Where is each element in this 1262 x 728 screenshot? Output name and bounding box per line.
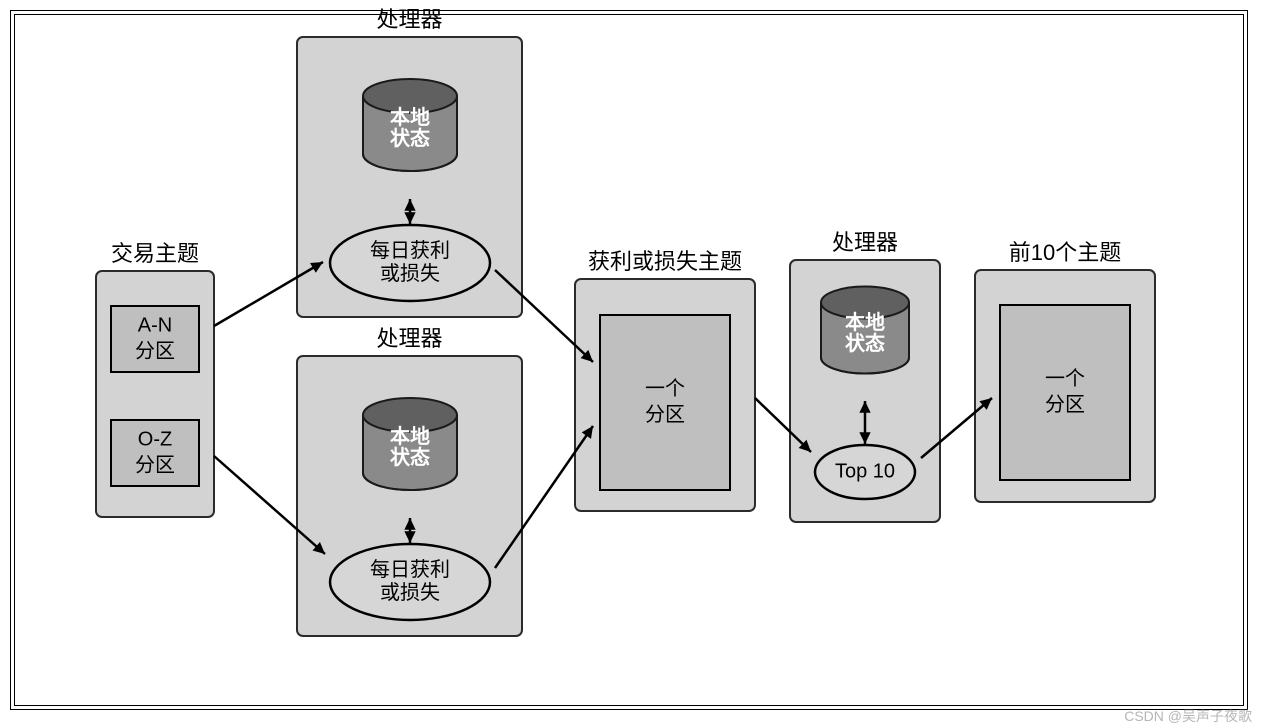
svg-text:获利或损失主题: 获利或损失主题 — [588, 249, 742, 274]
svg-text:分区: 分区 — [645, 403, 685, 426]
svg-text:本地: 本地 — [845, 311, 885, 334]
diagram-svg: 交易主题A-N分区O-Z分区处理器本地状态每日获利或损失处理器本地状态每日获利或… — [0, 0, 1262, 728]
svg-text:分区: 分区 — [135, 453, 175, 476]
svg-text:处理器: 处理器 — [376, 326, 442, 351]
svg-text:一个: 一个 — [645, 377, 685, 400]
svg-text:或损失: 或损失 — [380, 581, 440, 604]
svg-text:本地: 本地 — [390, 425, 430, 448]
svg-text:状态: 状态 — [390, 126, 430, 150]
svg-text:一个: 一个 — [1045, 367, 1085, 390]
svg-text:处理器: 处理器 — [832, 230, 898, 255]
svg-text:Top 10: Top 10 — [835, 460, 895, 482]
svg-text:分区: 分区 — [135, 339, 175, 362]
svg-text:前10个主题: 前10个主题 — [1009, 240, 1121, 265]
svg-text:O-Z: O-Z — [138, 428, 172, 450]
svg-text:每日获利: 每日获利 — [370, 558, 450, 581]
svg-text:交易主题: 交易主题 — [111, 241, 199, 266]
watermark: CSDN @吴声子夜歌 — [1124, 706, 1252, 726]
svg-text:处理器: 处理器 — [376, 7, 442, 32]
svg-text:状态: 状态 — [845, 331, 885, 355]
svg-text:本地: 本地 — [390, 106, 430, 129]
diagram-canvas: 交易主题A-N分区O-Z分区处理器本地状态每日获利或损失处理器本地状态每日获利或… — [0, 0, 1262, 728]
svg-text:或损失: 或损失 — [380, 262, 440, 285]
svg-text:分区: 分区 — [1045, 393, 1085, 416]
svg-text:A-N: A-N — [138, 314, 172, 336]
svg-text:状态: 状态 — [390, 445, 430, 469]
svg-text:每日获利: 每日获利 — [370, 239, 450, 262]
